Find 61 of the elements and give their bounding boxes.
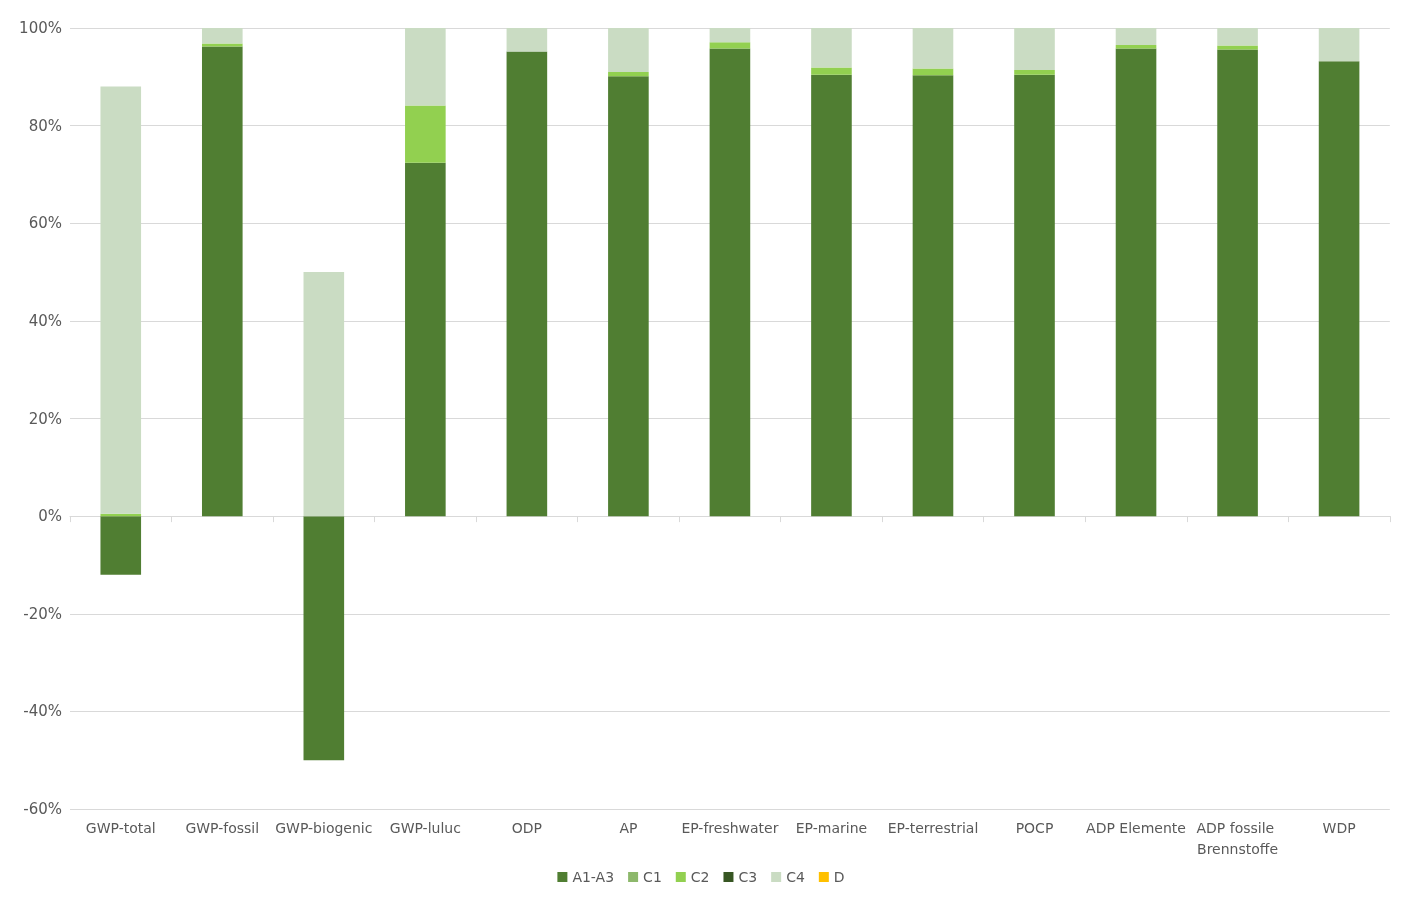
bar — [1115, 45, 1157, 49]
bar — [201, 28, 243, 44]
bar — [1014, 28, 1055, 70]
x-tick-label: GWP-fossil — [185, 819, 260, 836]
bar — [608, 76, 649, 517]
legend-label: C2 — [690, 869, 710, 885]
bar — [811, 28, 852, 68]
x-tick-label: GWP-total — [85, 819, 156, 836]
bar — [303, 272, 345, 517]
y-tick-label: 80% — [28, 116, 62, 135]
x-tick-label: EP-terrestrial — [887, 819, 979, 836]
bar — [303, 516, 345, 761]
bar — [1115, 28, 1157, 46]
bar — [506, 28, 548, 52]
bar — [1115, 48, 1157, 517]
bar — [405, 105, 446, 163]
bar — [100, 516, 142, 575]
x-tick-label: GWP-luluc — [389, 819, 461, 836]
bar — [405, 28, 446, 106]
x-tick-label: EP-marine — [795, 819, 868, 836]
bar — [1014, 74, 1055, 517]
bar — [405, 162, 446, 517]
x-tick-label: POCP — [1015, 819, 1054, 836]
y-tick-label: -60% — [23, 800, 62, 818]
legend-label: A1-A3 — [572, 869, 615, 885]
bar — [912, 75, 954, 517]
bar — [1014, 69, 1055, 75]
bar — [811, 74, 852, 517]
bar — [1217, 28, 1258, 46]
bar — [608, 71, 649, 77]
bar — [811, 67, 852, 75]
y-tick-label: -20% — [23, 604, 62, 623]
y-tick-label: 0% — [38, 507, 62, 526]
legend-label: C1 — [643, 869, 662, 885]
x-tick-label: AP — [619, 819, 638, 836]
bar — [201, 46, 243, 517]
bar — [608, 28, 649, 72]
legend-label: C4 — [786, 869, 805, 885]
bar — [506, 51, 548, 517]
y-tick-label: 20% — [28, 409, 62, 428]
x-tick-label: EP-freshwater — [681, 819, 779, 836]
y-tick-label: 100% — [19, 19, 62, 37]
bar — [1318, 61, 1360, 517]
y-tick-label: 60% — [28, 214, 62, 233]
x-tick-label: ADP fossile Brennstoffe — [1196, 819, 1279, 857]
bar — [1318, 28, 1360, 62]
x-tick-label: ADP Elemente — [1086, 819, 1186, 836]
y-tick-label: 40% — [28, 311, 62, 330]
bar — [100, 86, 142, 514]
legend-label: D — [833, 869, 845, 885]
x-tick-label: ODP — [511, 819, 542, 836]
legend-label: C3 — [738, 869, 758, 885]
bar — [709, 42, 751, 49]
x-tick-label: GWP-biogenic — [275, 819, 373, 836]
bar — [1217, 49, 1258, 517]
x-tick-label: WDP — [1322, 819, 1356, 836]
bar — [912, 28, 954, 69]
bar — [709, 28, 751, 43]
bar — [709, 48, 751, 517]
bar — [201, 43, 243, 47]
y-tick-label: -40% — [23, 702, 62, 721]
